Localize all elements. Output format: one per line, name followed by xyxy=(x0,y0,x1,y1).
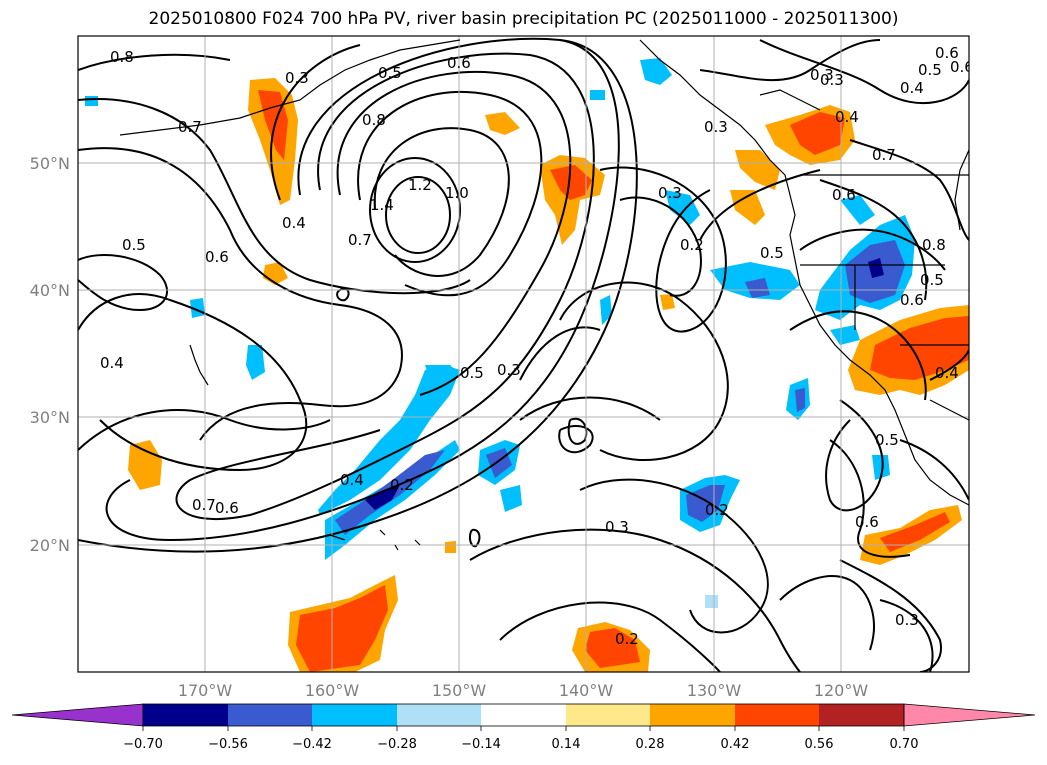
contour-label: 0.3 xyxy=(285,69,309,87)
contour-label: 1.4 xyxy=(370,196,394,214)
chart-title: 2025010800 F024 700 hPa PV, river basin … xyxy=(148,9,899,29)
contour-label: 0.6 xyxy=(900,291,924,309)
colorbar-bin xyxy=(312,704,397,726)
contour-label: 0.7 xyxy=(872,146,896,164)
contour-label: 0.3 xyxy=(810,66,834,84)
contour-label: 0.5 xyxy=(378,64,402,82)
colorbar-bin xyxy=(481,704,566,726)
contour-label: 0.2 xyxy=(680,236,704,254)
lon-label: 150°W xyxy=(432,681,487,700)
contour-label: 0.4 xyxy=(900,79,924,97)
contour-label: 0.3 xyxy=(820,71,844,89)
colorbar-tick-label: 0.70 xyxy=(890,737,919,752)
contour-label: 0.4 xyxy=(835,108,859,126)
colorbar-bin xyxy=(228,704,312,726)
colorbar-bin xyxy=(143,704,228,726)
lon-label: 120°W xyxy=(814,681,869,700)
colorbar-tick-label: −0.70 xyxy=(123,737,163,752)
latitude-labels: 50°N 40°N 30°N 20°N xyxy=(30,154,70,555)
contour-label: 0.6 xyxy=(215,499,239,517)
map-frame xyxy=(77,35,970,673)
contour-label: 0.2 xyxy=(615,630,639,648)
contour-label: 0.6 xyxy=(935,44,959,62)
contour-label: 0.5 xyxy=(918,61,942,79)
contour-label: 1.0 xyxy=(445,184,469,202)
longitude-labels: 170°W 160°W 150°W 140°W 130°W 120°W xyxy=(178,681,869,700)
colorbar-tick-label: −0.28 xyxy=(377,737,417,752)
colorbar-tick-label: 0.42 xyxy=(721,737,750,752)
contour-label: 0.8 xyxy=(362,111,386,129)
contour-label: 0.3 xyxy=(605,518,629,536)
contour-label: 0.4 xyxy=(282,214,306,232)
contour-labels: 0.8 0.3 0.5 0.6 0.7 0.8 1.4 1.2 1.0 0.7 … xyxy=(100,44,974,648)
colorbar-extend-min xyxy=(11,703,144,727)
contour-label: 0.5 xyxy=(875,431,899,449)
contour-label: 0.5 xyxy=(122,236,146,254)
lon-label: 160°W xyxy=(305,681,360,700)
coastlines xyxy=(119,39,969,551)
precip-negative-subtropical xyxy=(318,365,460,515)
contour-label: 0.5 xyxy=(460,364,484,382)
lat-label: 40°N xyxy=(30,281,70,300)
lat-label: 50°N xyxy=(30,154,70,173)
colorbar-tick-label: −0.14 xyxy=(461,737,501,752)
colorbar-bin xyxy=(566,704,650,726)
colorbar: −0.70 −0.56 −0.42 −0.28 −0.14 0.14 0.28 … xyxy=(11,703,1036,752)
contour-label: 0.6 xyxy=(855,513,879,531)
lat-label: 30°N xyxy=(30,408,70,427)
contour-label: 0.3 xyxy=(658,184,682,202)
lon-label: 170°W xyxy=(178,681,233,700)
colorbar-tick-label: −0.42 xyxy=(292,737,332,752)
colorbar-tick-label: −0.56 xyxy=(208,737,248,752)
contour-label: 0.4 xyxy=(935,364,959,382)
contour-label: 0.3 xyxy=(704,118,728,136)
precip-shading xyxy=(85,58,969,672)
map-area: 0.8 0.3 0.5 0.6 0.7 0.8 1.4 1.2 1.0 0.7 … xyxy=(78,36,974,672)
contour-label: 0.6 xyxy=(950,58,974,76)
contour-label: 0.4 xyxy=(100,354,124,372)
contour-label: 0.3 xyxy=(497,361,521,379)
lon-label: 130°W xyxy=(687,681,742,700)
contour-label: 0.6 xyxy=(447,54,471,72)
contour-label: 0.2 xyxy=(390,476,414,494)
contour-label: 0.5 xyxy=(920,271,944,289)
colorbar-bin xyxy=(397,704,481,726)
contour-label: 0.5 xyxy=(760,244,784,262)
contour-label: 0.8 xyxy=(110,48,134,66)
colorbar-frame xyxy=(142,703,905,727)
colorbar-tick-label: 0.56 xyxy=(805,737,834,752)
pv-contours xyxy=(78,37,969,672)
contour-label: 0.7 xyxy=(192,496,216,514)
contour-label: 0.2 xyxy=(705,501,729,519)
contour-label: 0.7 xyxy=(348,231,372,249)
colorbar-tick-label: 0.28 xyxy=(636,737,665,752)
colorbar-bin xyxy=(819,704,904,726)
lon-label: 140°W xyxy=(559,681,614,700)
contour-label: 0.3 xyxy=(895,611,919,629)
colorbar-tick-label: 0.14 xyxy=(552,737,581,752)
graticule xyxy=(78,36,969,672)
colorbar-extend-max xyxy=(903,703,1036,727)
contour-label: 0.6 xyxy=(205,248,229,266)
contour-label: 0.8 xyxy=(922,236,946,254)
contour-label: 0.6 xyxy=(832,186,856,204)
contour-label: 1.2 xyxy=(408,176,432,194)
lat-label: 20°N xyxy=(30,536,70,555)
colorbar-bin xyxy=(735,704,819,726)
colorbar-bin xyxy=(650,704,735,726)
contour-label: 0.7 xyxy=(178,118,202,136)
contour-label: 0.4 xyxy=(340,471,364,489)
